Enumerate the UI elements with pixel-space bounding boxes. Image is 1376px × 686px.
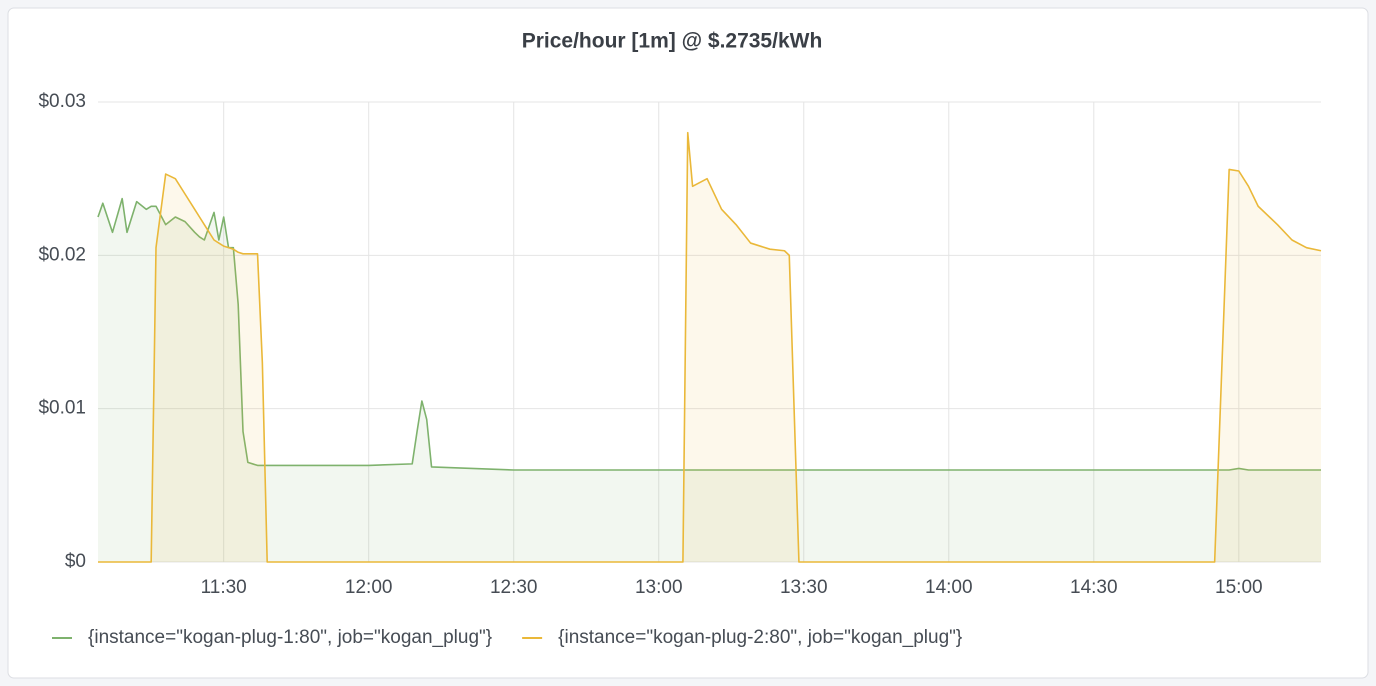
legend-label: {instance="kogan-plug-1:80", job="kogan_… (88, 627, 492, 648)
x-tick-label: 14:30 (1070, 577, 1118, 598)
series-area (98, 198, 1321, 562)
x-tick-label: 14:00 (925, 577, 973, 598)
series-line (98, 131, 1322, 563)
series-area (98, 132, 1321, 562)
x-tick-label: 12:00 (345, 577, 393, 598)
y-tick-label: $0.03 (38, 91, 86, 112)
chart-title: Price/hour [1m] @ $.2735/kWh (522, 30, 823, 53)
y-tick-label: $0.01 (38, 398, 86, 419)
x-tick-label: 11:30 (201, 577, 247, 598)
series-line (97, 197, 1321, 471)
x-tick-label: 13:00 (635, 577, 683, 598)
legend-label: {instance="kogan-plug-2:80", job="kogan_… (558, 627, 962, 648)
x-tick-label: 15:00 (1215, 577, 1263, 598)
x-tick-label: 13:30 (780, 577, 828, 598)
x-tick-label: 12:30 (490, 577, 538, 598)
panel (7, 7, 1369, 679)
y-tick-label: $0 (65, 551, 86, 572)
y-tick-label: $0.02 (38, 244, 86, 265)
